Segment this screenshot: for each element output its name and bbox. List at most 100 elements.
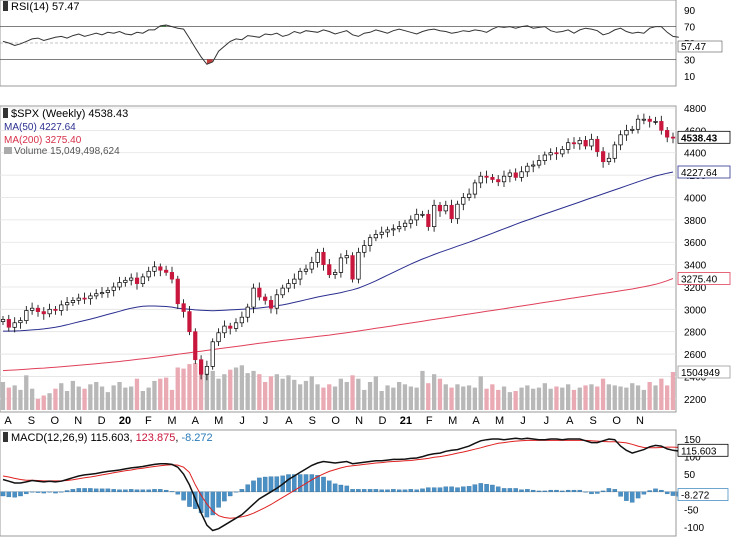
price-tick-label: 3600: [684, 238, 707, 249]
volume-bar: [117, 382, 122, 410]
candle-body: [385, 229, 390, 233]
macd-tick-label: -50: [684, 505, 699, 516]
volume-bar: [321, 387, 326, 410]
candle-body: [496, 179, 501, 183]
x-axis-label: M: [448, 415, 457, 427]
price-tick-label: 4400: [684, 149, 707, 160]
macd-hist-bar: [659, 489, 664, 492]
candle-body: [111, 286, 116, 291]
macd-hist-bar: [262, 476, 268, 492]
macd-hist-bar: [577, 489, 583, 492]
candle-body: [175, 278, 180, 305]
macd-hist-bar: [140, 489, 146, 492]
macd-hist-bar: [286, 474, 291, 492]
volume-bar: [309, 376, 314, 410]
macd-value-boxes: 115.603 -8.272: [677, 443, 729, 502]
candle-body: [472, 182, 478, 195]
volume-bar: [0, 382, 6, 410]
ma50-legend: MA(50) 4227.64: [4, 122, 76, 133]
macd-hist-bar: [449, 486, 454, 492]
rsi-tick-label: 30: [684, 55, 696, 66]
x-axis-label: A: [566, 415, 574, 427]
volume-bar: [542, 383, 547, 410]
volume-bar: [222, 374, 227, 410]
candle-body: [595, 138, 600, 152]
candle-body: [280, 287, 285, 296]
candle-body: [344, 255, 349, 259]
volume-bar: [158, 378, 163, 410]
candle-body: [571, 142, 577, 145]
last-price-box: [677, 130, 731, 144]
volume-bar: [257, 374, 262, 410]
volume-bar: [64, 391, 70, 410]
volume-bar: [210, 370, 215, 410]
price-tick-label: 3000: [684, 305, 707, 316]
volume-bar: [408, 386, 413, 410]
candle-body: [449, 204, 454, 220]
volume-bar: [647, 382, 652, 410]
ma50-value-box: [677, 165, 731, 179]
volume-bar: [531, 388, 536, 410]
candle-body: [59, 304, 64, 311]
candle-body: [268, 300, 274, 309]
volume-bar: [292, 379, 297, 410]
candle-body: [641, 118, 646, 121]
macd-line: [2, 437, 679, 532]
x-axis-label: J: [239, 415, 245, 427]
volume-bar: [268, 376, 274, 410]
volume-bar: [624, 387, 629, 410]
volume-bar: [6, 387, 11, 410]
candle-body: [618, 134, 623, 146]
candle-body: [6, 319, 11, 328]
volume-bar: [140, 391, 145, 410]
macd-hist-bar: [542, 490, 548, 492]
volume-bar: [41, 395, 46, 410]
signal-line: [2, 439, 691, 519]
candle-body: [18, 320, 23, 324]
x-axis-label: O: [51, 415, 60, 427]
candle-body: [222, 325, 227, 334]
volume-bar: [99, 386, 105, 410]
x-axis-label: A: [192, 415, 200, 427]
volume-bar: [665, 385, 670, 410]
macd-tick-label: 150: [684, 435, 701, 446]
price-tick-label: 2200: [684, 395, 707, 406]
x-axis-label: D: [379, 415, 387, 427]
candle-body: [507, 172, 512, 177]
macd-hist-bar: [565, 489, 571, 492]
volume-bar: [659, 378, 664, 410]
candle-body: [566, 142, 571, 150]
price-frame: [0, 105, 677, 413]
volume-bar: [606, 384, 611, 410]
volume-bar: [30, 388, 35, 410]
candle-body: [53, 308, 58, 311]
volume-bar: [612, 385, 617, 410]
macd-hist-bar: [495, 486, 501, 492]
candle-body: [333, 272, 338, 275]
candle-body: [204, 366, 210, 375]
volume-bar: [420, 370, 425, 410]
volume-bar: [216, 378, 221, 410]
macd-hist-bar: [24, 491, 29, 495]
volume-bar: [513, 391, 518, 410]
candle-body: [379, 231, 384, 235]
x-axis-label: A: [4, 415, 12, 427]
candle-body: [47, 308, 52, 315]
x-axis-label: M: [167, 415, 176, 427]
macd-hist-bar: [548, 489, 553, 492]
volume-bar: [356, 378, 361, 410]
volume-bar: [566, 384, 571, 410]
volume-bar: [94, 382, 99, 410]
macd-hist-bar: [554, 489, 559, 492]
volume-bar: [589, 384, 594, 410]
volume-bar: [303, 380, 309, 410]
macd-hist-bar: [93, 488, 99, 492]
macd-hist-bar: [111, 489, 116, 492]
macd-hist-bar: [321, 476, 326, 492]
candle-body: [216, 332, 221, 343]
volume-bar: [560, 387, 565, 410]
volume-bar: [164, 377, 169, 410]
candle-body: [94, 293, 99, 297]
candle-body: [630, 128, 635, 131]
